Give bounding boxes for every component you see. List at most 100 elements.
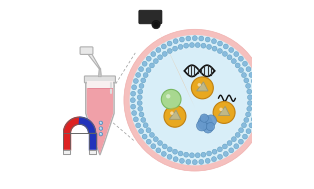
Circle shape [246,129,251,134]
Circle shape [242,134,247,139]
Circle shape [132,85,137,90]
Circle shape [246,83,251,88]
Circle shape [231,137,236,142]
Circle shape [144,49,246,151]
Circle shape [192,77,213,99]
Circle shape [218,154,223,159]
Circle shape [162,144,167,149]
Circle shape [227,141,232,146]
Polygon shape [63,133,70,150]
Circle shape [219,108,223,111]
Circle shape [198,83,201,87]
Circle shape [161,89,181,109]
Circle shape [189,43,194,47]
Circle shape [238,56,243,61]
Circle shape [141,118,146,122]
Circle shape [235,63,240,68]
Circle shape [241,73,246,77]
Circle shape [242,61,247,66]
Circle shape [170,111,174,115]
Circle shape [136,123,141,128]
Circle shape [146,139,151,144]
Circle shape [198,116,212,130]
Circle shape [192,160,197,165]
Polygon shape [156,25,195,107]
Circle shape [229,148,234,153]
Circle shape [133,79,138,84]
Circle shape [246,67,251,72]
Circle shape [143,48,247,152]
Circle shape [244,78,249,83]
Polygon shape [63,117,80,133]
FancyBboxPatch shape [139,10,162,24]
Circle shape [137,95,142,100]
Circle shape [193,79,211,97]
Circle shape [212,157,216,162]
Polygon shape [87,52,100,69]
Circle shape [152,20,160,29]
Circle shape [156,48,161,53]
Circle shape [253,111,258,115]
Circle shape [139,83,144,88]
Polygon shape [87,81,113,88]
Circle shape [173,157,178,162]
Circle shape [151,52,156,57]
Circle shape [143,123,148,128]
Polygon shape [219,106,230,115]
Circle shape [212,39,216,44]
Circle shape [254,91,259,96]
Circle shape [173,39,178,44]
Circle shape [200,114,208,122]
Circle shape [218,41,223,46]
Circle shape [235,132,240,137]
Circle shape [130,98,135,103]
Circle shape [124,29,266,171]
Circle shape [131,104,136,109]
Circle shape [99,132,103,136]
Circle shape [251,117,256,122]
Circle shape [234,52,239,57]
Circle shape [223,151,228,156]
Circle shape [141,78,146,83]
Circle shape [162,51,167,56]
Circle shape [167,147,172,152]
Circle shape [161,44,166,49]
Circle shape [184,152,189,157]
Circle shape [238,139,243,144]
Circle shape [249,73,254,77]
Circle shape [201,43,206,48]
Circle shape [146,68,151,73]
Circle shape [197,120,207,131]
Circle shape [203,123,213,133]
Circle shape [247,89,252,94]
Circle shape [167,154,172,159]
Circle shape [246,112,251,117]
Polygon shape [197,82,208,91]
FancyBboxPatch shape [84,76,116,83]
Circle shape [143,48,247,152]
Circle shape [100,127,101,129]
Circle shape [173,46,177,51]
Circle shape [166,107,184,125]
Circle shape [207,151,212,156]
Circle shape [186,36,191,41]
Circle shape [180,37,184,42]
Polygon shape [87,88,113,154]
Circle shape [199,159,204,164]
Circle shape [195,153,200,158]
Circle shape [205,115,217,126]
Circle shape [189,153,194,158]
Circle shape [139,67,143,72]
Circle shape [195,43,200,47]
Circle shape [138,89,143,94]
Circle shape [167,49,172,53]
Circle shape [161,151,166,156]
Circle shape [184,43,189,48]
Circle shape [164,105,186,127]
Circle shape [100,122,101,123]
Circle shape [137,101,142,105]
Circle shape [180,158,184,163]
Circle shape [131,91,136,96]
Circle shape [133,117,138,122]
Circle shape [149,132,154,137]
